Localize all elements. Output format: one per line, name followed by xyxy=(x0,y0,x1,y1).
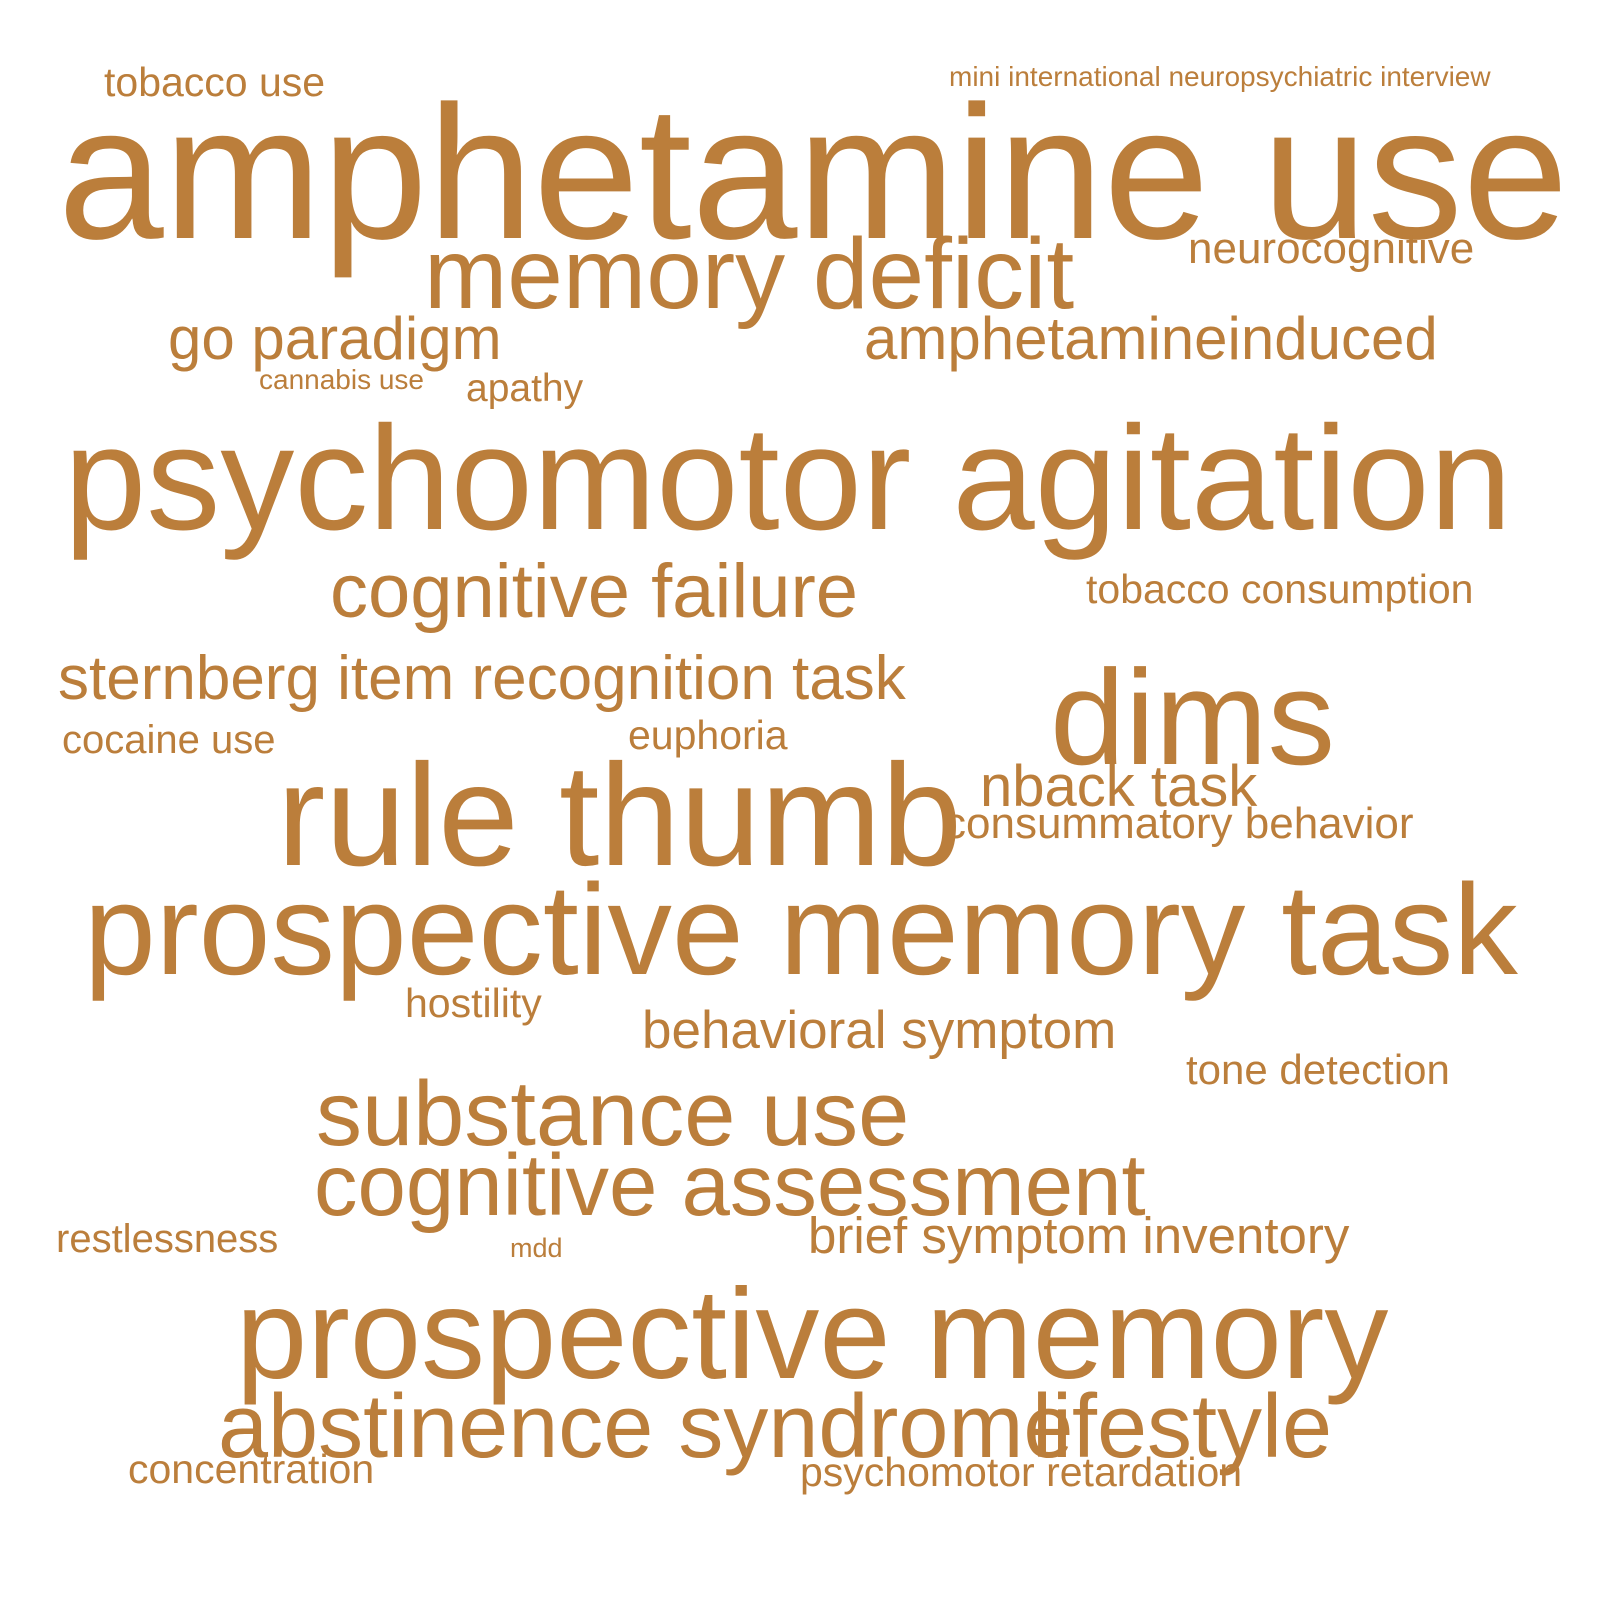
word-cannabis-use: cannabis use xyxy=(259,364,425,395)
word-concentration: concentration xyxy=(128,1446,375,1492)
word-psychomotor-agitation: psychomotor agitation xyxy=(64,396,1512,561)
word-brief-symptom-inventory: brief symptom inventory xyxy=(808,1207,1350,1264)
word-tobacco-consumption: tobacco consumption xyxy=(1086,566,1474,612)
word-cocaine-use: cocaine use xyxy=(62,718,276,762)
word-apathy: apathy xyxy=(466,367,584,410)
word-substance-use: substance use xyxy=(316,1063,910,1165)
word-mini-international-neuropsychiatric-interview: mini international neuropsychiatric inte… xyxy=(949,61,1491,92)
word-consummatory-behavior: consummatory behavior xyxy=(944,799,1414,848)
word-dims: dims xyxy=(1050,642,1336,793)
word-amphetamine-use: amphetamine use xyxy=(58,67,1569,279)
word-abstinence-syndrome: abstinence syndrome xyxy=(218,1377,1074,1477)
word-rule-thumb: rule thumb xyxy=(277,734,963,896)
word-neurocognitive: neurocognitive xyxy=(1188,224,1475,273)
word-memory-deficit: memory deficit xyxy=(424,218,1075,330)
word-amphetamineinduced: amphetamineinduced xyxy=(864,305,1438,372)
word-prospective-memory: prospective memory xyxy=(236,1263,1389,1406)
word-euphoria: euphoria xyxy=(628,712,788,758)
word-go-paradigm: go paradigm xyxy=(168,305,502,372)
word-prospective-memory-task: prospective memory task xyxy=(84,858,1518,1002)
word-lifestyle: lifestyle xyxy=(1032,1377,1333,1477)
word-tone-detection: tone detection xyxy=(1186,1046,1450,1093)
word-psychomotor-retardation: psychomotor retardation xyxy=(800,1449,1243,1495)
word-restlessness: restlessness xyxy=(56,1217,279,1261)
word-behavioral-symptom: behavioral symptom xyxy=(642,1001,1117,1060)
word-mdd: mdd xyxy=(510,1233,563,1263)
word-cognitive-failure: cognitive failure xyxy=(330,549,859,634)
word-hostility: hostility xyxy=(405,980,542,1026)
word-tobacco-use: tobacco use xyxy=(104,59,326,105)
word-cognitive-assessment: cognitive assessment xyxy=(314,1137,1146,1234)
word-sternberg-item-recognition-task: sternberg item recognition task xyxy=(58,644,906,713)
word-nback-task: nback task xyxy=(980,754,1258,819)
